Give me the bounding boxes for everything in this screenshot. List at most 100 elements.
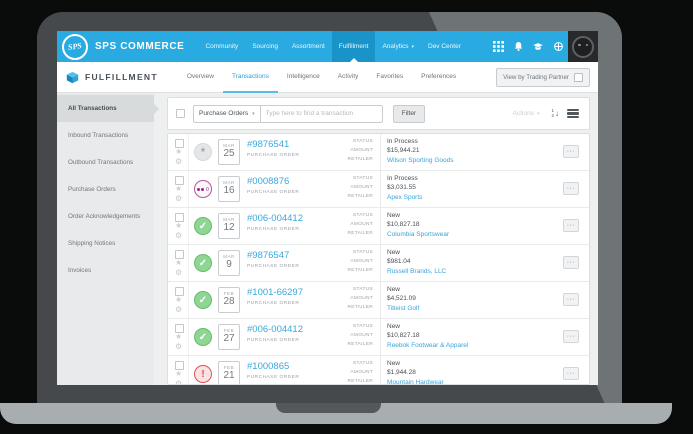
transaction-row: ★ ⚙ ✓ MAR 9 #9876547 PURCHASE ORDER STAT…	[168, 244, 589, 281]
sidebar-item-purchase-orders[interactable]: Purchase Orders	[68, 186, 116, 193]
transaction-id-link[interactable]: #006-004412	[247, 213, 303, 224]
retailer-link[interactable]: Reebok Footwear & Apparel	[387, 341, 469, 349]
row-gear-icon[interactable]: ⚙	[175, 379, 183, 385]
row-actions-button[interactable]: ···	[563, 293, 579, 306]
tab-overview[interactable]: Overview	[186, 72, 214, 80]
transactions-list: ★ ⚙ * MAR 25 #9876541 PURCHASE ORDER STA…	[167, 133, 590, 385]
retailer-link[interactable]: Wilson Sporting Goods	[387, 156, 454, 164]
row-checkbox[interactable]	[175, 250, 184, 259]
nav-item-assortment[interactable]: Assortment	[285, 31, 332, 62]
row-rail-divider	[188, 208, 189, 244]
row-checkbox[interactable]	[175, 287, 184, 296]
retailer-link[interactable]: Titleist Golf	[387, 304, 420, 312]
date-day: 25	[223, 148, 235, 159]
transaction-id-link[interactable]: #1001-66297	[247, 287, 303, 298]
row-gear-icon[interactable]: ⚙	[175, 194, 183, 203]
date-box: MAR 25	[218, 139, 240, 165]
status-value: In Process	[387, 137, 418, 145]
date-month: MAR	[223, 180, 235, 185]
transaction-id-link[interactable]: #9876541	[247, 139, 290, 150]
retailer-link[interactable]: Apex Sports	[387, 193, 423, 201]
favorite-star-icon[interactable]: ★	[175, 147, 183, 156]
retailer-link[interactable]: Columbia Sportswear	[387, 230, 450, 238]
list-view-icon[interactable]	[567, 109, 579, 118]
main-panel: Purchase Orders ▾ Filter Actions ▾ 12	[167, 93, 590, 385]
help-globe-icon[interactable]	[548, 31, 568, 62]
transaction-id-link[interactable]: #1000865	[247, 361, 290, 372]
row-gear-icon[interactable]: ⚙	[175, 157, 183, 166]
row-checkbox[interactable]	[175, 176, 184, 185]
sidebar-item-order-acknowledgements[interactable]: Order Acknowledgements	[68, 213, 141, 220]
doc-type-label: PURCHASE ORDER	[247, 338, 300, 343]
retailer-link[interactable]: Mountain Hardwear	[387, 378, 444, 385]
sidebar-item-inbound-transactions[interactable]: Inbound Transactions	[68, 132, 129, 139]
row-actions-button[interactable]: ···	[563, 330, 579, 343]
favorite-star-icon[interactable]: ★	[175, 184, 183, 193]
view-by-trading-partner-button[interactable]: View by Trading Partner	[496, 67, 590, 87]
date-box: FEB 21	[218, 361, 240, 384]
tab-intelligence[interactable]: Intelligence	[286, 72, 320, 80]
tab-favorites[interactable]: Favorites	[376, 72, 404, 80]
notifications-bell-icon[interactable]	[508, 31, 528, 62]
sidebar-item-all-transactions[interactable]: All Transactions	[57, 95, 154, 122]
date-box: MAR 9	[218, 250, 240, 276]
filter-button[interactable]: Filter	[392, 104, 426, 123]
row-checkbox[interactable]	[175, 213, 184, 222]
search-input[interactable]	[260, 104, 383, 123]
favorite-star-icon[interactable]: ★	[175, 258, 183, 267]
row-values-divider	[380, 171, 381, 207]
row-actions-button[interactable]: ···	[563, 182, 579, 195]
nav-item-dev-center[interactable]: Dev Center	[421, 31, 468, 62]
primary-nav: Community Sourcing Assortment Fulfillment An…	[198, 31, 467, 62]
field-values: New $981.04 Russell Brands, LLC	[387, 249, 446, 275]
row-checkbox[interactable]	[175, 324, 184, 333]
favorite-star-icon[interactable]: ★	[175, 295, 183, 304]
sidebar-item-invoices[interactable]: Invoices	[68, 267, 92, 274]
amount-value: $981.04	[387, 258, 411, 266]
nav-item-community[interactable]: Community	[198, 31, 245, 62]
date-month: MAR	[223, 254, 235, 259]
view-by-checkbox[interactable]	[574, 72, 583, 82]
transaction-id-link[interactable]: #006-004412	[247, 324, 303, 335]
field-values: New $10,827.18 Columbia Sportswear	[387, 212, 449, 238]
apps-grid-icon[interactable]	[488, 31, 508, 62]
select-all-checkbox[interactable]	[176, 109, 185, 118]
tab-activity[interactable]: Activity	[337, 72, 359, 80]
nav-item-sourcing[interactable]: Sourcing	[245, 31, 285, 62]
row-actions-button[interactable]: ···	[563, 219, 579, 232]
transaction-id-link[interactable]: #9876547	[247, 250, 290, 261]
nav-item-analytics[interactable]: Analytics ▾	[375, 31, 421, 62]
transaction-id-link[interactable]: #0008876	[247, 176, 290, 187]
row-actions-button[interactable]: ···	[563, 145, 579, 158]
row-gear-icon[interactable]: ⚙	[175, 342, 183, 351]
date-day: 21	[223, 370, 235, 381]
sidebar-item-shipping-notices[interactable]: Shipping Notices	[68, 240, 116, 247]
training-cap-icon[interactable]	[528, 31, 548, 62]
row-gear-icon[interactable]: ⚙	[175, 305, 183, 314]
tab-transactions[interactable]: Transactions	[222, 62, 278, 93]
sps-logo[interactable]: SPS	[62, 33, 88, 60]
row-actions-button[interactable]: ···	[563, 367, 579, 380]
nav-item-fulfillment[interactable]: Fulfillment	[331, 31, 376, 62]
row-checkbox[interactable]	[175, 361, 184, 370]
row-gear-icon[interactable]: ⚙	[175, 268, 183, 277]
actions-dropdown[interactable]: Actions ▾	[513, 110, 540, 117]
sidebar-item-outbound-transactions[interactable]: Outbound Transactions	[68, 159, 134, 166]
row-checkbox[interactable]	[175, 139, 184, 148]
row-gear-icon[interactable]: ⚙	[175, 231, 183, 240]
date-box: FEB 27	[218, 324, 240, 350]
row-actions-button[interactable]: ···	[563, 256, 579, 269]
favorite-star-icon[interactable]: ★	[175, 332, 183, 341]
app-tabs: Overview Transactions Intelligence Activity…	[178, 62, 465, 93]
retailer-link[interactable]: Russell Brands, LLC	[387, 267, 447, 275]
doc-type-label: PURCHASE ORDER	[247, 264, 300, 269]
tab-preferences[interactable]: Preferences	[421, 72, 457, 80]
transaction-type-dropdown[interactable]: Purchase Orders ▾	[193, 104, 261, 123]
favorite-star-icon[interactable]: ★	[175, 221, 183, 230]
user-avatar[interactable]	[568, 31, 598, 62]
field-labels: STATUS AMOUNT RETAILER	[347, 176, 373, 200]
favorite-star-icon[interactable]: ★	[175, 369, 183, 378]
